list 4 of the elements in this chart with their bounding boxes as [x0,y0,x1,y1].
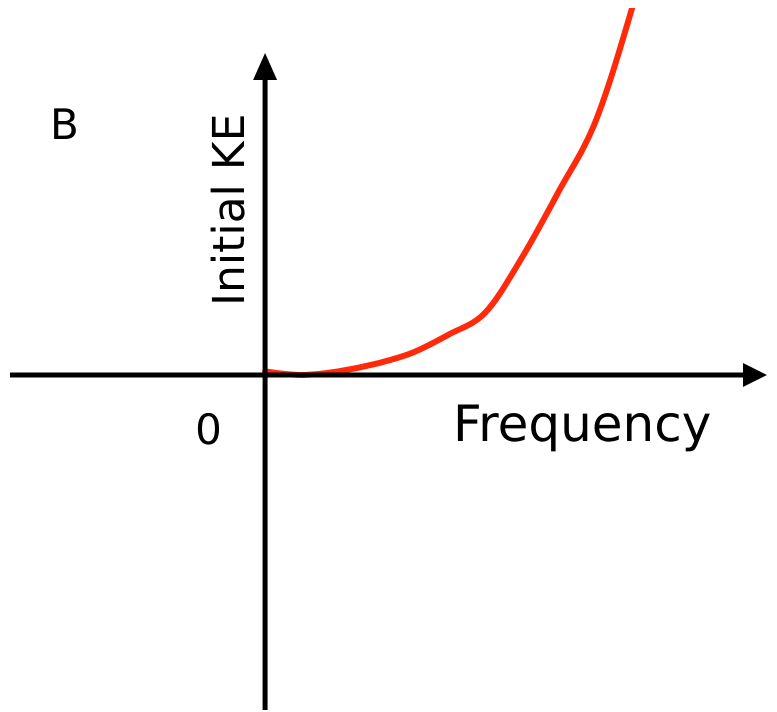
text: B [50,100,79,149]
text: 0 [195,404,222,454]
y-axis-title: Initial KE [204,114,256,306]
x-axis-title: Frequency [453,394,712,453]
